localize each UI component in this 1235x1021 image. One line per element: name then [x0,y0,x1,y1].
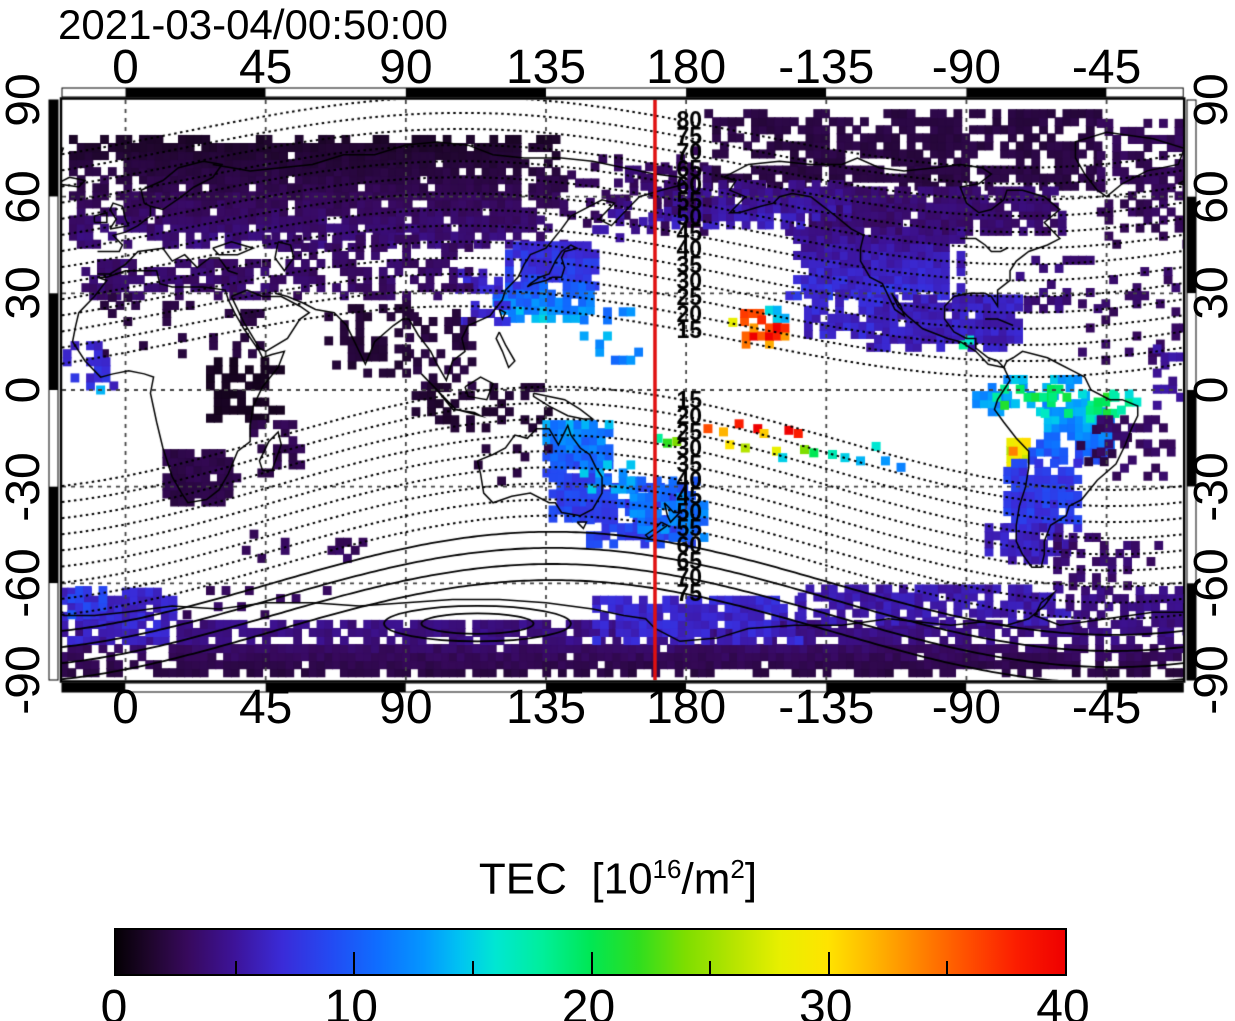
timestamp-title: 2021-03-04/00:50:00 [58,1,448,48]
lon-tick-top: 45 [238,41,293,94]
colorbar-tick-label: 40 [1036,981,1090,1021]
colorbar-minor-tick [946,961,949,974]
lon-tick-top: 90 [379,41,433,94]
lat-tick-right: 90 [1185,73,1235,127]
colorbar-title-exponent: 16 [652,854,682,884]
colorbar-title-exponent2: 2 [730,854,745,884]
lat-tick-right: 60 [1185,169,1235,224]
colorbar-title: TEC [1016/m2] [479,856,757,902]
lon-tick-bottom: -45 [1071,681,1142,734]
lon-tick-top: -135 [778,41,875,94]
lon-tick-bottom: 0 [112,681,139,734]
colorbar-minor-tick [353,952,356,974]
lat-tick-left: 0 [0,376,50,404]
colorbar-title-open: [10 [591,854,653,904]
colorbar-minor-tick [709,961,712,974]
lat-tick-left: -60 [0,548,50,619]
colorbar-minor-tick [471,961,474,974]
lat-tick-left: 60 [0,169,50,224]
colorbar-minor-tick [827,952,830,974]
lon-tick-bottom: 90 [379,681,433,734]
lon-tick-top: 180 [646,41,727,94]
colorbar-title-close: ] [744,854,758,904]
lat-tick-right: -60 [1185,548,1235,619]
lat-tick-right: -30 [1185,451,1235,522]
colorbar-minor-tick [234,961,237,974]
colorbar-tick-label: 20 [561,981,616,1021]
colorbar-tick-label: 10 [324,981,378,1021]
lon-tick-top: 135 [505,41,587,94]
lat-tick-right: -90 [1185,645,1235,715]
lon-tick-bottom: 135 [505,681,587,734]
lat-tick-right: 30 [1185,266,1235,321]
colorbar-title-mid: /m [681,854,731,904]
lon-tick-top: 0 [112,41,139,94]
colorbar-title-main: TEC [478,854,567,904]
colorbar-minor-tick [590,952,593,974]
lat-tick-left: 90 [0,73,50,127]
lon-tick-top: -90 [931,41,1002,94]
lon-tick-bottom: 45 [238,681,293,734]
lon-tick-bottom: -135 [778,681,875,734]
colorbar-tick-label: 30 [799,981,853,1021]
lat-tick-left: 30 [0,266,50,321]
lat-tick-left: -90 [0,645,50,715]
lon-tick-bottom: 180 [646,681,727,734]
lat-tick-right: 0 [1185,376,1235,404]
lon-tick-bottom: -90 [931,681,1002,734]
colorbar-tick-label: 0 [100,981,128,1021]
colorbar-gradient [114,928,1067,976]
lat-tick-left: -30 [0,451,50,522]
lon-tick-top: -45 [1071,41,1142,94]
